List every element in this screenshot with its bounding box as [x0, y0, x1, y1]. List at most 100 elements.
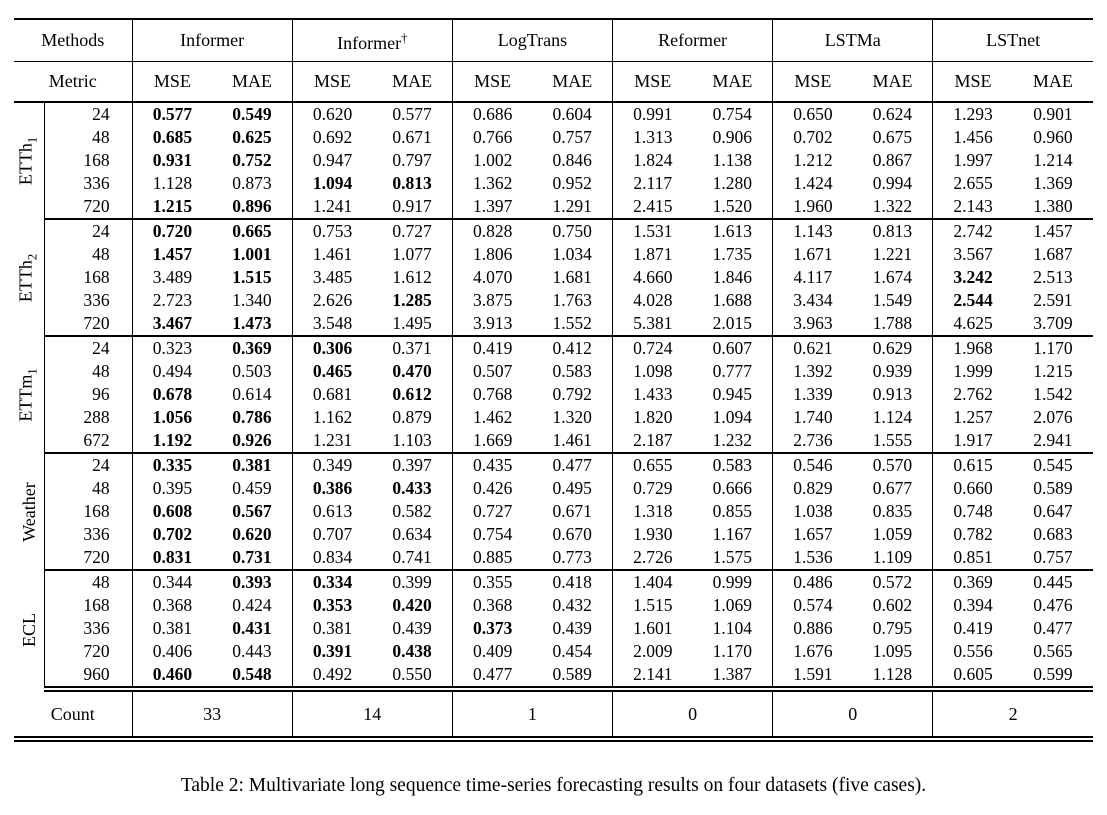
value-cell: 1.109	[852, 546, 933, 571]
value-cell: 1.104	[712, 618, 753, 638]
table-row: 168 0.368 0.424 0.353 0.420 0.368 0.432 1.515 1.…	[14, 594, 1093, 617]
results-table: Methods Informer Informer† LogTrans Reformer…	[14, 18, 1093, 742]
value-cell: 0.707	[291, 523, 373, 546]
value-cell: 1.162	[291, 406, 373, 429]
value-cell: 0.867	[872, 150, 913, 170]
metric-header: MSE	[131, 61, 213, 103]
value-cell: 1.674	[872, 267, 913, 287]
value-cell: 0.582	[392, 501, 432, 521]
metric-header: MAE	[692, 61, 773, 103]
methods-label: Methods	[14, 19, 133, 62]
value-cell: 1.735	[712, 244, 753, 264]
metric-header: MAE	[852, 61, 933, 103]
value-cell: 0.835	[872, 501, 913, 521]
table-header: Methods Informer Informer† LogTrans Reformer…	[14, 19, 1093, 103]
table-row: 168 0.608 0.567 0.613 0.582 0.727 0.671 1.318 0.…	[14, 500, 1093, 523]
horizon-cell: 48	[43, 570, 133, 594]
value-cell: 1.094	[712, 407, 753, 427]
value-cell: 3.485	[291, 266, 373, 289]
value-cell: 0.605	[932, 663, 1013, 692]
horizon-cell: 24	[43, 219, 133, 243]
value-cell: 0.612	[392, 384, 432, 404]
value-cell: 1.669	[451, 429, 533, 454]
value-cell: 0.589	[532, 663, 613, 692]
value-cell: 1.318	[611, 500, 693, 523]
table-row: 720 0.406 0.443 0.391 0.438 0.409 0.454 2.009 1.…	[14, 640, 1093, 663]
value-cell: 1.215	[131, 195, 213, 220]
dataset-name: ECL	[18, 612, 39, 647]
dataset-label: ETTh2	[14, 219, 44, 336]
value-cell: 0.727	[451, 500, 533, 523]
value-cell: 1.462	[451, 406, 533, 429]
value-cell: 1.369	[1033, 173, 1073, 193]
value-cell: 1.167	[712, 524, 753, 544]
value-cell: 1.257	[932, 406, 1013, 429]
value-cell: 0.323	[131, 336, 213, 360]
value-cell: 0.368	[131, 594, 213, 617]
value-cell: 1.824	[611, 149, 693, 172]
horizon-cell: 24	[43, 453, 133, 477]
value-cell: 4.028	[611, 289, 693, 312]
value-cell: 0.381	[291, 617, 373, 640]
value-cell: 0.583	[712, 455, 753, 475]
value-cell: 0.931	[131, 149, 213, 172]
value-cell: 0.754	[712, 104, 753, 124]
value-cell: 1.280	[712, 173, 753, 193]
count-label: Count	[14, 689, 133, 742]
value-cell: 0.855	[712, 501, 753, 521]
value-cell: 0.495	[552, 478, 592, 498]
value-cell: 0.660	[932, 477, 1013, 500]
horizon-cell: 720	[43, 312, 133, 337]
value-cell: 0.477	[1033, 618, 1073, 638]
value-cell: 3.709	[1012, 312, 1093, 337]
value-cell: 1.339	[772, 383, 853, 406]
value-cell: 3.963	[772, 312, 853, 337]
value-cell: 1.170	[712, 641, 753, 661]
value-cell: 1.215	[1033, 361, 1073, 381]
value-cell: 3.242	[932, 266, 1013, 289]
value-cell: 0.671	[392, 127, 432, 147]
horizon-cell: 720	[43, 640, 133, 663]
table-row: 336 0.381 0.431 0.381 0.439 0.373 0.439 1.601 1.…	[14, 617, 1093, 640]
value-cell: 0.393	[232, 572, 272, 592]
dataset-label-text: ECL	[18, 612, 39, 647]
horizon-cell: 336	[43, 523, 133, 546]
value-cell: 0.368	[451, 594, 533, 617]
value-cell: 1.515	[611, 594, 693, 617]
value-cell: 0.424	[232, 595, 272, 615]
value-cell: 0.615	[932, 453, 1013, 477]
value-cell: 0.831	[131, 546, 213, 571]
value-cell: 3.434	[772, 289, 853, 312]
value-cell: 1.763	[552, 290, 592, 310]
table-row: ETTh1 24 0.577 0.549 0.620 0.577 0.686 0.604 0.9…	[14, 102, 1093, 185]
value-cell: 0.647	[1033, 501, 1073, 521]
value-cell: 1.681	[552, 267, 592, 287]
metric-row: Metric MSE MAE MSE MAE MSE MAE MSE MAE MSE MAE MSE M…	[14, 61, 1093, 103]
value-cell: 1.002	[451, 149, 533, 172]
value-cell: 1.613	[712, 221, 753, 241]
value-cell: 0.731	[212, 546, 293, 571]
value-cell: 0.768	[451, 383, 533, 406]
value-cell: 0.917	[372, 195, 453, 220]
value-cell: 0.433	[392, 478, 432, 498]
table-row: ETTm1 24 0.323 0.369 0.306 0.371 0.419 0.412 0.7…	[14, 336, 1093, 421]
value-cell: 1.871	[611, 243, 693, 266]
horizon-cell: 288	[43, 406, 133, 429]
value-cell: 1.098	[611, 360, 693, 383]
method-header: Informer†	[291, 19, 453, 62]
value-cell: 0.629	[872, 338, 913, 358]
method-name: Reformer	[658, 30, 728, 50]
value-cell: 0.634	[392, 524, 432, 544]
value-cell: 3.489	[131, 266, 213, 289]
value-cell: 1.128	[131, 172, 213, 195]
table-row: 48 0.395 0.459 0.386 0.433 0.426 0.495 0.729 0.6…	[14, 477, 1093, 500]
value-cell: 2.655	[932, 172, 1013, 195]
value-cell: 0.613	[291, 500, 373, 523]
value-cell: 1.820	[611, 406, 693, 429]
value-cell: 1.968	[932, 336, 1013, 360]
value-cell: 0.477	[451, 663, 533, 692]
method-header: LSTnet	[932, 19, 1093, 62]
value-cell: 0.556	[932, 640, 1013, 663]
method-name: Informer	[180, 30, 245, 50]
value-cell: 4.625	[932, 312, 1013, 337]
